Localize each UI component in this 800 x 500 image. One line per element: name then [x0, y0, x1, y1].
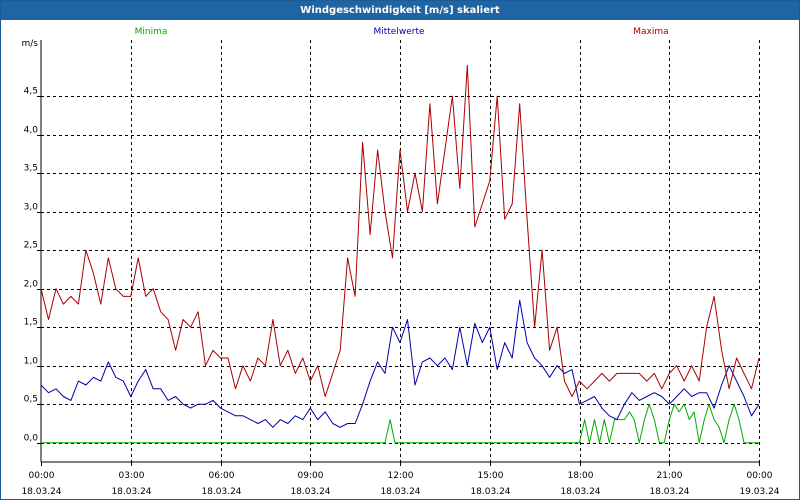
legend-entry-maxima: Maxima [633, 27, 668, 37]
y-tick-label: 1,0 [24, 357, 39, 367]
y-tick-label: 4,0 [24, 126, 39, 136]
y-tick-label: 0,0 [24, 434, 39, 444]
x-tick-time-label: 15:00 [478, 471, 504, 481]
x-tick-time-label: 00:00 [747, 471, 773, 481]
y-tick-label: 1,5 [24, 318, 38, 328]
window-title: Windgeschwindigkeit [m/s] skaliert [1, 1, 799, 20]
x-tick-time-label: 12:00 [388, 471, 414, 481]
series-line-mittelwerte [40, 299, 760, 428]
legend-layer: Minima Mittelwerte Maxima [135, 27, 669, 37]
x-tick-time-label: 00:00 [29, 471, 55, 481]
x-tick-date-label: 18.03.24 [290, 487, 330, 497]
grid-layer [41, 40, 760, 462]
y-tick-label: 2,5 [24, 241, 38, 251]
x-tick-date-label: 19.03.24 [739, 487, 779, 497]
x-tick-time-label: 21:00 [657, 471, 683, 481]
series-line-maxima [40, 64, 760, 397]
y-tick-label: 3,5 [24, 164, 38, 174]
x-tick-time-label: 18:00 [568, 471, 594, 481]
y-axis-label: m/s [22, 39, 39, 49]
x-tick-time-label: 09:00 [298, 471, 324, 481]
x-tick-date-label: 18.03.24 [111, 487, 151, 497]
y-tick-label: 3,0 [24, 203, 39, 213]
y-tick-label: 2,0 [24, 280, 39, 290]
x-tick-time-label: 06:00 [209, 471, 235, 481]
axis-layer: 0,0 0,5 1,0 1,5 2,0 2,5 3,0 3,5 4,0 4,5 m/s 00:00 18… [21, 39, 779, 497]
legend-entry-mittelwerte: Mittelwerte [373, 27, 424, 37]
x-tick-time-label: 03:00 [119, 471, 145, 481]
series-line-minima [41, 403, 759, 444]
x-tick-date-label: 18.03.24 [201, 487, 241, 497]
x-tick-date-label: 18.03.24 [649, 487, 689, 497]
x-tick-date-label: 18.03.24 [21, 487, 61, 497]
y-tick-label: 4,5 [24, 87, 38, 97]
x-tick-date-label: 18.03.24 [470, 487, 510, 497]
series-layer [40, 64, 760, 444]
legend-entry-minima: Minima [135, 27, 168, 37]
y-tick-label: 0,5 [24, 395, 38, 405]
x-tick-date-label: 18.03.24 [380, 487, 420, 497]
x-tick-date-label: 18.03.24 [560, 487, 600, 497]
